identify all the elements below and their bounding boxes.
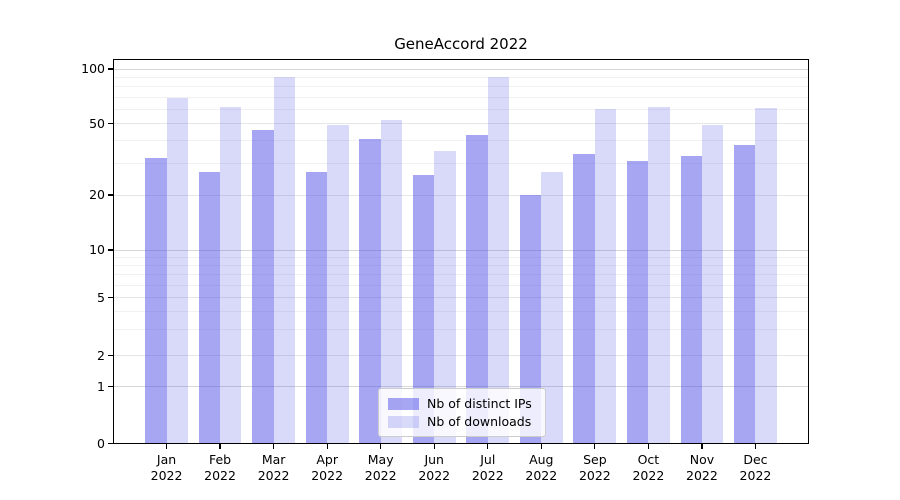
bar-downloads-feb (220, 106, 242, 443)
legend-swatch-downloads-icon (388, 415, 419, 428)
x-tick-label: Jul 2022 (471, 452, 504, 483)
y-tick-label: 10 (89, 242, 105, 257)
x-tick (380, 444, 382, 449)
legend: Nb of distinct IPs Nb of downloads (378, 388, 546, 437)
bar-distinct-ips-dec (734, 144, 756, 443)
bar-downloads-mar (273, 77, 295, 443)
y-tick (107, 296, 113, 299)
x-tick-label: Nov 2022 (686, 452, 718, 483)
bar-downloads-jun (434, 151, 456, 443)
bar-downloads-may (380, 120, 403, 443)
legend-label: Nb of distinct IPs (427, 396, 532, 411)
legend-item-downloads: Nb of downloads (388, 415, 545, 428)
legend-swatch-distinct-ips-icon (388, 397, 419, 410)
x-tick (487, 444, 489, 449)
legend-item-distinct-ips: Nb of distinct IPs (388, 397, 545, 410)
x-tick (647, 444, 649, 449)
bar-downloads-aug (541, 171, 563, 443)
x-tick-label: Dec 2022 (739, 452, 772, 483)
gridline (113, 297, 809, 298)
gridline-minor (113, 264, 809, 266)
bar-downloads-nov (701, 125, 724, 443)
x-tick-label: Sep 2022 (578, 452, 611, 483)
x-tick-label: May 2022 (364, 452, 397, 483)
bar-distinct-ips-oct (626, 160, 649, 443)
bar-distinct-ips-jul (466, 135, 488, 443)
bar-distinct-ips-may (359, 138, 381, 443)
x-tick (433, 444, 435, 449)
x-tick-label: Aug 2022 (525, 452, 558, 483)
legend-label: Nb of downloads (427, 414, 532, 429)
y-tick-label: 1 (97, 378, 105, 394)
x-tick (754, 444, 757, 449)
bar-downloads-oct (648, 106, 670, 443)
x-tick-label: Mar 2022 (257, 452, 290, 483)
gridline-minor (113, 256, 809, 258)
y-tick-label: 50 (89, 115, 105, 131)
y-tick (107, 354, 113, 357)
x-tick (165, 444, 168, 449)
gridline-major (113, 249, 809, 251)
bar-downloads-apr (327, 125, 349, 443)
bar-distinct-ips-feb (198, 171, 221, 443)
x-tick (219, 444, 221, 449)
y-tick (107, 68, 113, 70)
y-tick (107, 249, 113, 251)
gridline-minor (113, 329, 809, 331)
gridline-minor (113, 76, 809, 78)
gridline (113, 194, 809, 196)
bar-downloads-jan (166, 98, 188, 443)
gridline (113, 355, 809, 356)
bar-distinct-ips-nov (680, 155, 702, 443)
bar-distinct-ips-aug (519, 195, 542, 443)
y-tick-label: 0 (97, 435, 105, 451)
x-tick (701, 444, 703, 449)
bar-distinct-ips-jun (412, 174, 435, 443)
y-tick-label: 100 (81, 61, 105, 76)
gridline-major (113, 386, 809, 387)
x-tick-label: Jan 2022 (150, 452, 183, 483)
bar-downloads-jul (487, 77, 510, 443)
chart-title: GeneAccord 2022 (394, 35, 528, 53)
bar-downloads-dec (755, 107, 777, 443)
bar-distinct-ips-apr (305, 171, 328, 443)
y-tick (107, 442, 113, 445)
y-tick (107, 385, 113, 388)
gridline-minor (113, 273, 809, 275)
gridline-minor (113, 311, 809, 313)
y-tick-label: 20 (89, 187, 105, 202)
gridline-minor (113, 140, 809, 142)
y-tick (107, 122, 113, 125)
x-tick-label: Apr 2022 (311, 452, 344, 483)
gridline-minor (113, 86, 809, 88)
gridline-minor (113, 284, 809, 286)
bar-downloads-sep (594, 109, 617, 443)
bar-distinct-ips-jan (145, 158, 167, 443)
x-tick (326, 444, 328, 449)
y-tick-label: 5 (97, 289, 105, 305)
x-tick (273, 444, 275, 449)
bar-distinct-ips-mar (252, 130, 274, 443)
gridline-minor (113, 96, 809, 98)
gridline-minor (113, 162, 809, 164)
x-tick (540, 444, 542, 449)
x-tick-label: Feb 2022 (204, 452, 236, 483)
x-tick (594, 444, 596, 449)
gridline-major (113, 68, 809, 70)
gridline (113, 123, 809, 124)
x-tick-label: Jun 2022 (418, 452, 451, 483)
gridline-minor (113, 108, 809, 110)
bar-distinct-ips-sep (573, 153, 595, 443)
y-tick (107, 194, 113, 196)
x-tick-label: Oct 2022 (632, 452, 665, 483)
y-tick-label: 2 (97, 347, 105, 363)
